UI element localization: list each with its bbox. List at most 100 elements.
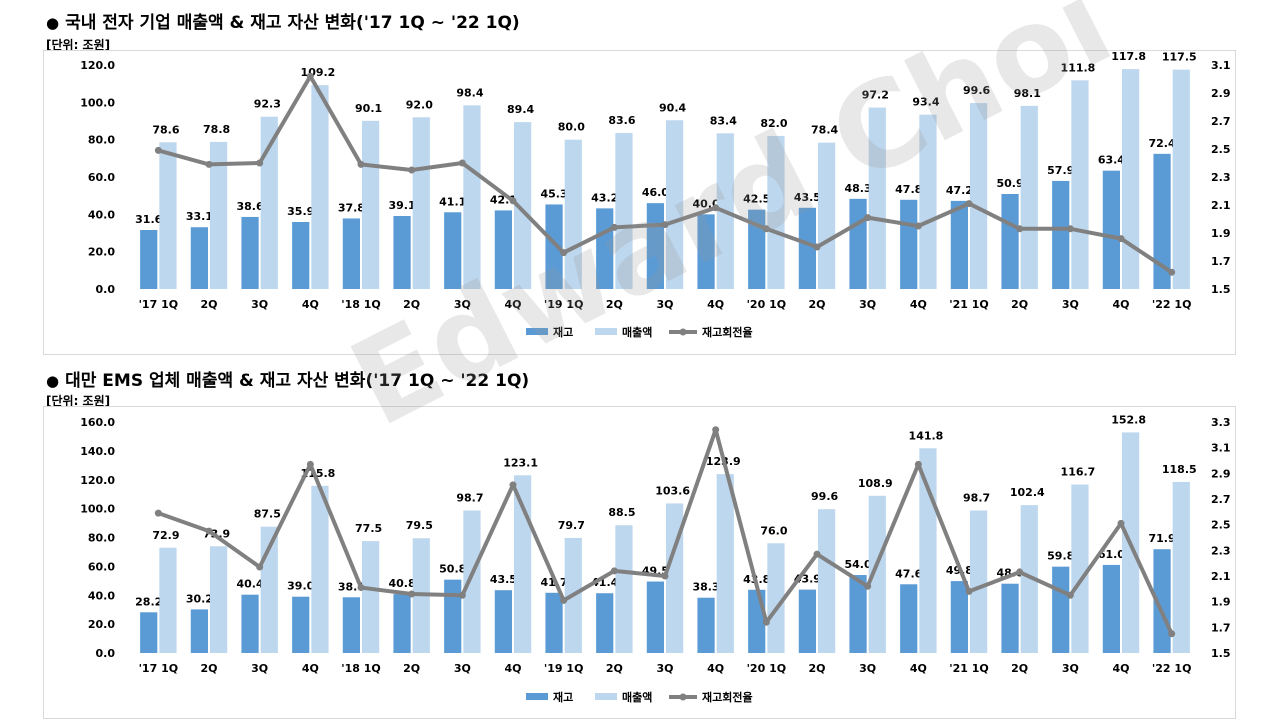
inventory-value-label: 37.8 [338,201,365,214]
sales-value-label: 123.1 [503,456,538,469]
inventory-bar [342,597,360,653]
chart2-svg: 0.0 20.0 40.0 60.0 80.0 100.0 120.0 140.0 160.0 1… [80,413,1231,704]
left-axis-tick: 80.0 [88,532,115,545]
turnover-point [357,584,365,592]
category-tick-label: 2Q [403,298,420,311]
inventory-value-label: 63.4 [1098,154,1125,167]
sales-bar [868,107,886,289]
sales-value-label: 98.4 [456,86,483,99]
chart2-panel: 0.0 20.0 40.0 60.0 80.0 100.0 120.0 140.0 160.0 1… [43,406,1236,719]
sales-value-label: 99.6 [811,490,838,503]
category-tick-label: 4Q [1112,662,1129,675]
sales-bar [767,543,785,653]
inventory-bar [950,200,968,289]
sales-value-label: 77.5 [355,522,382,535]
right-axis-tick: 1.5 [1211,647,1231,660]
legend-swatch-turnover-marker [679,693,687,701]
right-axis-tick: 3.1 [1211,59,1231,72]
sales-bar [919,114,937,289]
legend-label-turnover: 재고회전율 [702,690,753,704]
turnover-point [256,159,264,167]
sales-bar [159,142,177,289]
turnover-point [357,160,365,168]
sales-value-label: 82.0 [760,117,787,130]
inventory-bar [545,592,563,653]
turnover-point [610,223,618,231]
left-axis-tick: 20.0 [88,246,115,259]
sales-bar [868,495,886,653]
turnover-point [813,243,821,251]
turnover-point [154,146,162,154]
category-tick-label: 4Q [1112,298,1129,311]
inventory-value-label: 48.3 [844,182,871,195]
sales-value-label: 78.4 [811,124,838,137]
inventory-value-label: 43.2 [591,191,618,204]
right-axis-tick: 2.7 [1211,493,1231,506]
category-tick-label: 2Q [808,662,825,675]
inventory-bar [798,207,816,289]
turnover-point [509,197,517,205]
left-axis-tick: 40.0 [88,589,115,602]
inventory-bar [646,203,664,289]
inventory-value-label: 40.4 [236,578,263,591]
category-tick-label: 2Q [606,662,623,675]
right-axis-tick: 3.1 [1211,442,1231,455]
sales-value-label: 90.4 [659,101,686,114]
sales-bar [615,132,633,289]
legend-swatch-inventory [526,328,548,335]
category-tick-label: 3Q [859,298,876,311]
sales-value-label: 118.5 [1162,463,1197,476]
sales-value-label: 98.1 [1014,87,1041,100]
sales-bar [1020,505,1038,653]
inventory-bar [950,581,968,653]
inventory-value-label: 40.8 [388,577,415,590]
turnover-point [965,200,973,208]
inventory-bar [849,198,867,289]
right-axis-tick: 2.1 [1211,199,1231,212]
chart2-unit: [단위: 조원] [46,394,111,408]
sales-bar [970,103,988,289]
category-tick-label: 2Q [606,298,623,311]
left-axis-tick: 100.0 [80,503,115,516]
inventory-value-label: 38.6 [236,200,263,213]
sales-value-label: 117.8 [1111,51,1146,63]
sales-bar [1071,80,1089,289]
sales-value-label: 116.7 [1061,466,1096,479]
inventory-value-label: 43.5 [794,191,821,204]
category-tick-label: 3Q [859,662,876,675]
turnover-line [157,427,1174,635]
sales-bar [210,546,228,653]
sales-bar [1020,105,1038,289]
inventory-bar [697,214,715,289]
turnover-point [408,166,416,174]
category-tick-label: '19 1Q [544,662,584,675]
turnover-point [560,249,568,257]
inventory-value-label: 41.1 [439,195,466,208]
inventory-bar [241,594,259,653]
legend-swatch-sales [595,693,617,700]
inventory-bar [1052,180,1070,289]
inventory-bar [494,590,512,653]
legend-swatch-sales [595,328,617,335]
turnover-point [762,225,770,233]
turnover-point [864,214,872,222]
category-tick-label: '17 1Q [139,662,179,675]
inventory-bar [190,609,208,653]
legend: 재고 매출액 재고회전율 [526,325,753,339]
category-tick-label: 2Q [200,298,217,311]
inventory-value-label: 47.6 [895,567,922,580]
category-tick-label: 4Q [504,298,521,311]
inventory-bar [292,221,310,289]
turnover-point [610,567,618,575]
category-tick-label: '22 1Q [1152,662,1192,675]
sales-bar [1172,69,1190,290]
sales-value-label: 98.7 [963,492,990,505]
inventory-value-label: 35.9 [287,205,314,218]
turnover-point [458,159,466,167]
right-axis-tick: 1.5 [1211,283,1231,296]
category-tick-label: 4Q [504,662,521,675]
left-axis-tick: 80.0 [88,134,115,147]
turnover-point [1066,591,1074,599]
inventory-bar [900,199,918,289]
chart1-unit: [단위: 조원] [46,38,111,52]
